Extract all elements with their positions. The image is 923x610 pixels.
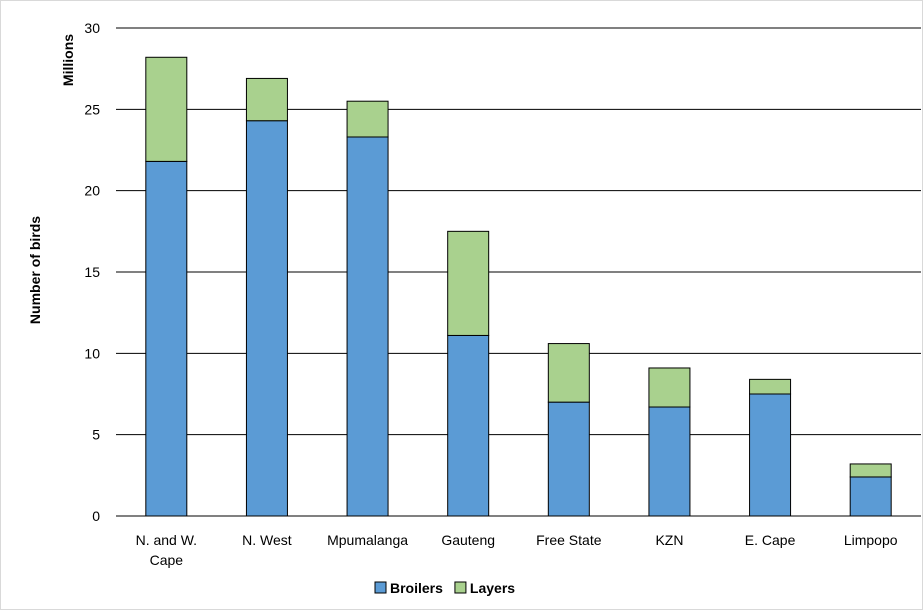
bar-layers <box>547 343 590 403</box>
bar-broilers <box>145 160 188 517</box>
legend-label-layers: Layers <box>470 580 515 596</box>
y-tick-labels: 0 5 10 15 20 25 30 <box>84 20 100 524</box>
bar-broilers <box>447 334 490 517</box>
bar-layers <box>346 100 389 138</box>
bar-broilers <box>245 120 288 517</box>
y-tick-label: 10 <box>84 345 100 361</box>
x-tick-label: Free State <box>536 532 602 548</box>
y-tick-label: 30 <box>84 20 100 36</box>
x-tick-label: Mpumalanga <box>327 532 408 548</box>
x-tick-label: Gauteng <box>441 532 495 548</box>
x-tick-label: N. West <box>242 532 292 548</box>
y-tick-label: 15 <box>84 264 100 280</box>
bar-broilers <box>749 393 792 517</box>
legend-swatch-broilers <box>374 581 387 594</box>
x-tick-label: Limpopo <box>844 532 898 548</box>
bar-layers <box>749 378 792 395</box>
gridlines <box>116 27 921 436</box>
bar-layers <box>849 463 892 478</box>
legend-swatch-layers <box>454 581 467 594</box>
y-tick-label: 0 <box>92 508 100 524</box>
bar-broilers <box>648 406 691 517</box>
y-axis-title: Number of birds <box>27 216 43 324</box>
bar-layers <box>447 230 490 336</box>
bar-layers <box>145 56 188 162</box>
x-tick-label: E. Cape <box>745 532 796 548</box>
y-axis-unit: Millions <box>60 34 76 86</box>
y-tick-label: 5 <box>92 427 100 443</box>
x-tick-labels: N. and W. Cape N. West Mpumalanga Gauteng Fre… <box>136 532 898 568</box>
legend-label-broilers: Broilers <box>390 580 443 596</box>
bar-layers <box>245 77 288 122</box>
x-tick-label: N. and W. <box>136 532 197 548</box>
bars <box>145 56 892 517</box>
x-tick-label: KZN <box>655 532 683 548</box>
y-tick-label: 20 <box>84 183 100 199</box>
bar-broilers <box>346 136 389 517</box>
legend: Broilers Layers <box>374 580 515 596</box>
y-tick-label: 25 <box>84 101 100 117</box>
x-tick-label: Cape <box>150 552 184 568</box>
bar-layers <box>648 367 691 408</box>
bar-broilers <box>849 476 892 517</box>
bar-broilers <box>547 401 590 517</box>
